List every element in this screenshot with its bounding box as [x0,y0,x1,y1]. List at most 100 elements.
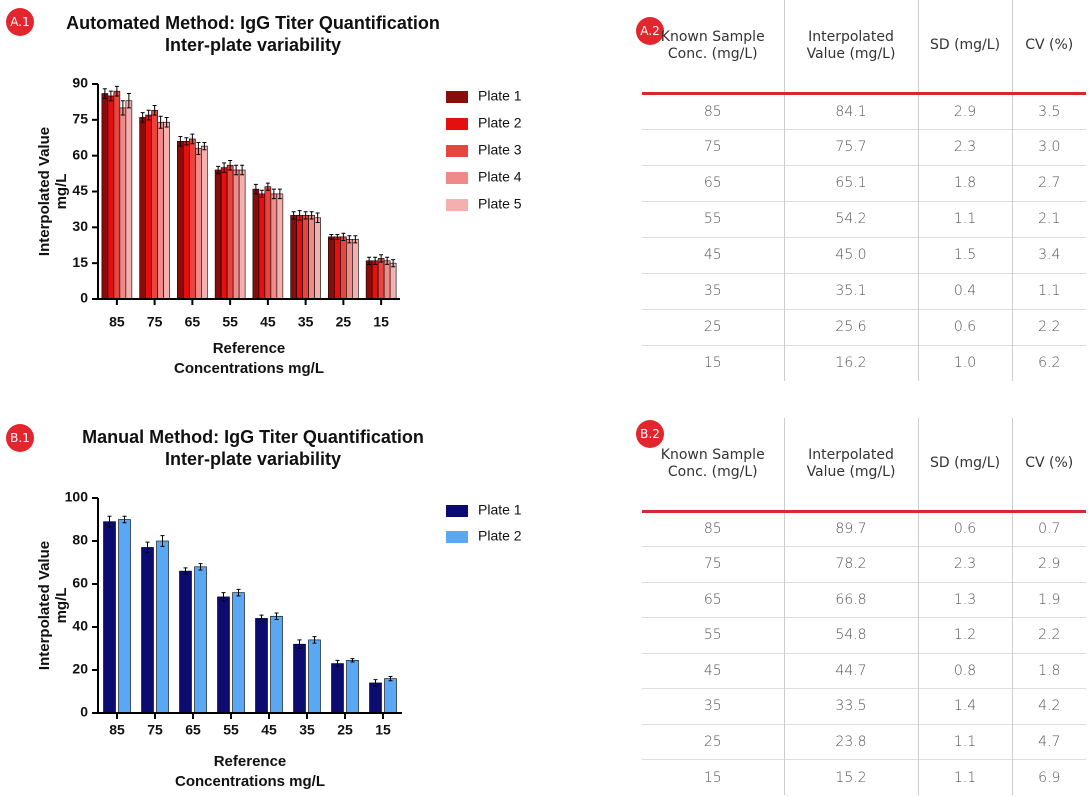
y-tick-label: 80 [72,532,88,548]
error-bar [309,211,314,220]
bar [296,215,303,300]
table-cell: 6.2 [1011,344,1086,381]
legend-swatch [446,199,468,211]
data-table: Known Sample Conc. (mg/L) Interpolated Va… [642,0,1086,381]
column-header: CV (%) [1011,0,1086,95]
table-cell: 55 [642,617,784,653]
y-tick-label: 75 [72,111,88,127]
table-row: 75 78.2 2.3 2.9 [642,546,1086,582]
table-row: 65 66.8 1.3 1.9 [642,581,1086,618]
table-row: 55 54.8 1.2 2.2 [642,617,1086,653]
header-row: Known Sample Conc. (mg/L) Interpolated Va… [642,0,1086,95]
bar [163,121,170,300]
bar [276,193,284,300]
table-cell: 1.2 [917,617,1012,653]
y-tick-label: 30 [72,218,88,234]
error-bar [202,142,207,151]
error-bar [122,515,127,524]
y-axis-label: Interpolated Value [36,541,53,670]
chart-subtitle: Inter-plate variability [165,449,341,469]
bar [255,618,268,714]
error-bar [373,679,378,687]
bar [179,570,192,714]
bar [195,148,202,300]
panel-badge: B.1 [6,424,34,452]
y-tick-label: 45 [72,182,88,198]
bar [384,678,397,714]
y-tick-label: 0 [80,290,88,306]
x-tick-label: 85 [109,722,125,738]
table-cell: 16.2 [783,344,918,381]
bar [139,117,146,300]
x-tick-label: 35 [299,722,315,738]
legend-swatch [446,118,468,130]
table-cell: 54.8 [783,617,918,653]
error-bar [178,136,183,147]
error-bar [145,541,150,554]
bar [334,236,341,300]
table-cell: 25 [642,723,784,760]
table-cell: 4.2 [1011,688,1086,724]
table-row: 75 75.7 2.3 3.0 [642,128,1086,165]
error-bar [341,232,346,241]
bar [290,215,297,300]
table-cell: 1.8 [1011,652,1086,689]
error-bar [391,259,396,268]
table-cell: 66.8 [783,581,918,618]
table-cell: 0.6 [917,308,1012,345]
column-header: Known Sample Conc. (mg/L) [642,0,784,95]
bar [308,639,321,714]
y-tick-label: 20 [72,661,88,677]
error-bar [158,115,163,129]
column-header: CV (%) [1011,418,1086,513]
x-tick-label: 45 [261,722,277,738]
y-tick-label: 100 [65,489,89,505]
table-cell: 33.5 [783,688,918,724]
error-bar [297,639,302,649]
bar [314,217,321,300]
bar [346,660,359,714]
error-bar [303,211,308,220]
table-row: 45 45.0 1.5 3.4 [642,236,1086,273]
table-cell: 2.9 [917,92,1012,129]
table-cell: 0.6 [917,510,1012,547]
error-bar [114,85,119,97]
table-cell: 25 [642,308,784,345]
error-bar [126,93,131,109]
error-bar [312,636,317,644]
x-tick-label: 35 [298,314,314,330]
table-cell: 78.2 [783,546,918,582]
error-bar [335,234,340,240]
error-bar [146,109,151,121]
bar [270,193,278,300]
table-cell: 15 [642,759,784,795]
error-bar [277,188,282,200]
x-tick-label: 45 [260,314,276,330]
table-cell: 2.1 [1011,200,1086,237]
bar [352,238,359,300]
bar [217,596,230,714]
table-cell: 1.1 [917,200,1012,237]
error-bar [385,256,390,265]
table-cell: 45 [642,236,784,273]
error-bar [120,100,125,116]
column-header: SD (mg/L) [917,0,1012,95]
bar [258,193,266,300]
error-bar [183,567,188,575]
legend-swatch [446,91,468,103]
y-axis-label: mg/L [53,174,70,210]
table-cell: 3.0 [1011,128,1086,165]
x-tick-label: 85 [109,314,125,330]
table-cell: 75.7 [783,128,918,165]
table-row: 35 33.5 1.4 4.2 [642,688,1086,724]
error-bar [297,210,302,221]
legend-label: Plate 2 [478,115,522,131]
x-axis-label: Reference [213,340,286,357]
bar [226,164,234,300]
y-tick-label: 0 [80,704,88,720]
legend-label: Plate 3 [478,142,522,158]
y-tick-label: 15 [72,254,88,270]
x-axis-label: Concentrations mg/L [174,360,324,377]
bar [371,260,379,300]
